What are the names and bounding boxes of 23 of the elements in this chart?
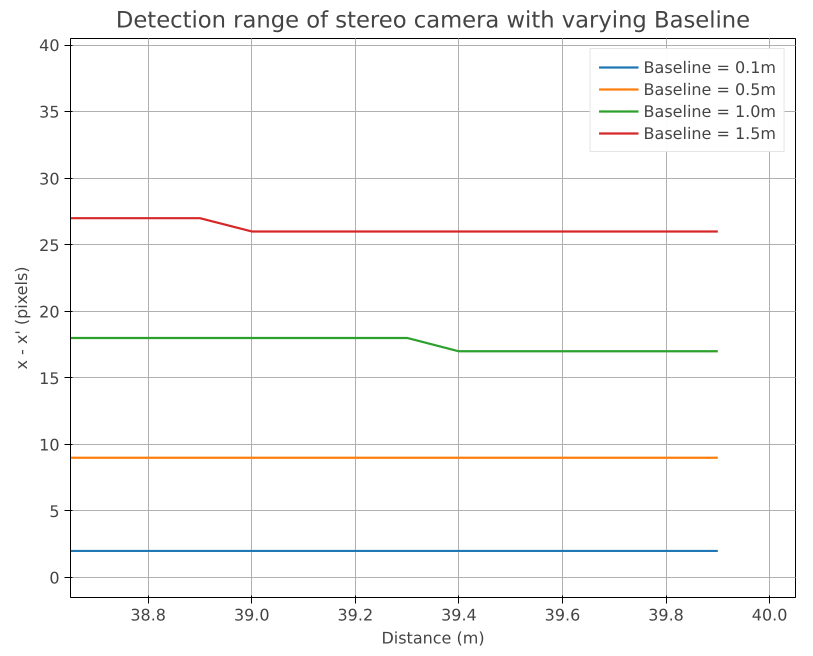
x-tick-label: 38.8 (130, 606, 166, 624)
y-tick-label: 30 (39, 169, 60, 188)
y-tick-label: 40 (39, 36, 60, 56)
y-tick-label: 25 (39, 236, 60, 255)
chart-title: Detection range of stereo camera with varying Baseline (116, 8, 750, 34)
legend-label: Baseline = 1.0m (644, 102, 776, 120)
x-tick-label: 39.0 (234, 606, 270, 624)
y-tick-label: 20 (39, 302, 60, 322)
legend-label: Baseline = 1.5m (644, 124, 776, 142)
y-tick-label: 0 (49, 568, 60, 588)
y-axis-title: x - x' (pixels) (12, 266, 32, 370)
x-tick-label: 40.0 (752, 606, 788, 624)
y-tick-label: 15 (39, 368, 60, 388)
y-tick-label: 10 (39, 435, 60, 454)
y-tick-label: 35 (39, 102, 60, 122)
y-tick-label: 5 (49, 502, 60, 521)
x-tick-label: 39.8 (648, 606, 684, 624)
legend-label: Baseline = 0.5m (644, 80, 776, 98)
x-tick-label: 39.4 (441, 606, 477, 624)
x-axis-title: Distance (m) (381, 628, 485, 648)
legend-label: Baseline = 0.1m (644, 58, 776, 76)
x-tick-label: 39.2 (338, 606, 374, 624)
x-tick-label: 39.6 (544, 606, 580, 624)
